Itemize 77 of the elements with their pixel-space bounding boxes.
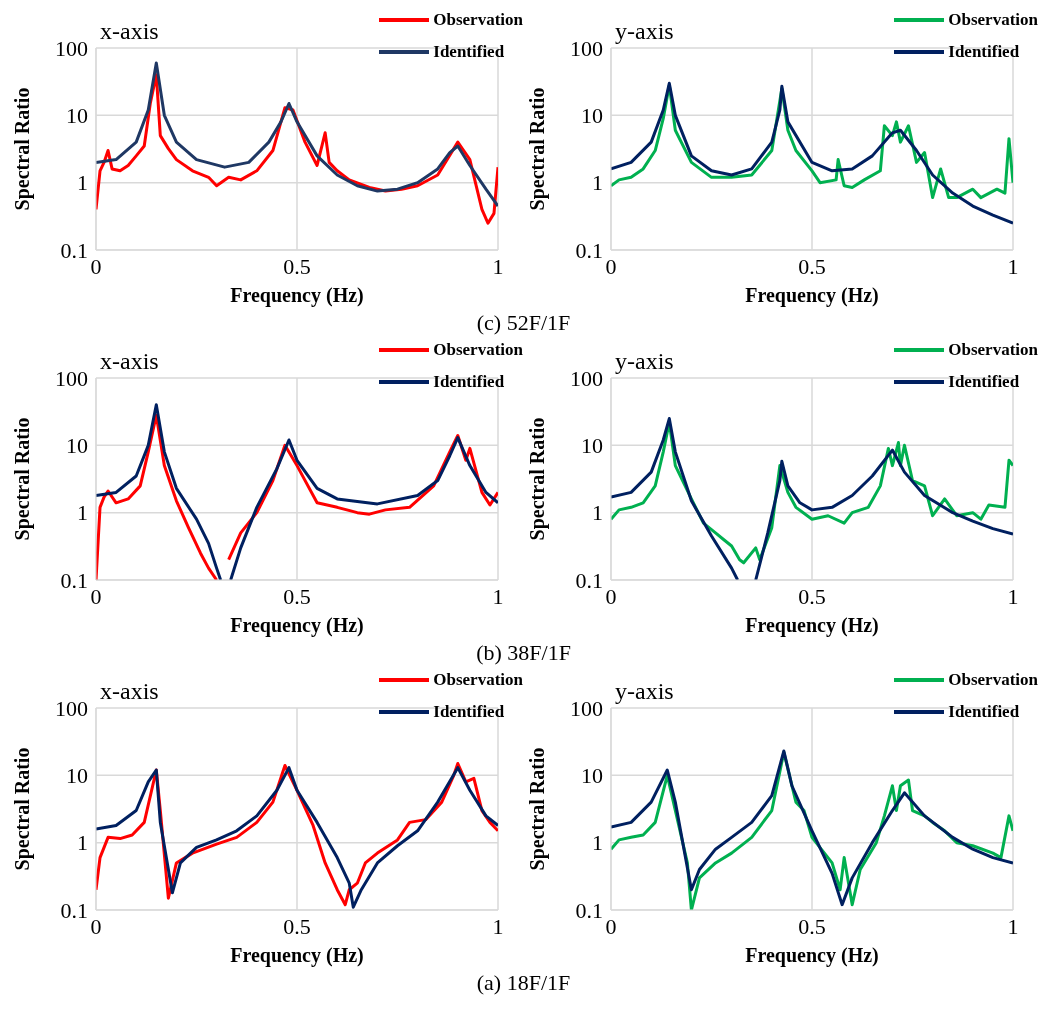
y-tick-label: 100 [55, 35, 88, 61]
line-series [611, 81, 1013, 225]
x-tick-label: 1 [1007, 913, 1019, 939]
y-tick-label: 100 [570, 365, 603, 391]
legend-label: Identified [433, 41, 505, 63]
x-axis-title: Frequency (Hz) [230, 614, 364, 637]
x-tick-label: 0.5 [798, 253, 826, 279]
x-tick-label: 0.5 [283, 583, 311, 609]
y-tick-label: 10 [581, 763, 603, 789]
y-axis-title: Spectral Ratio [11, 417, 35, 541]
legend-label: Observation [433, 9, 523, 31]
x-tick-label: 0 [605, 913, 617, 939]
y-tick-label: 10 [66, 103, 88, 129]
legend-label: Identified [948, 701, 1020, 723]
x-tick-label: 0 [90, 253, 102, 279]
y-tick-label: 1 [592, 830, 603, 856]
x-tick-label: 0 [605, 253, 617, 279]
text: (a) 18F/1F [476, 970, 571, 995]
y-tick-label: 0.1 [60, 567, 88, 593]
y-tick-label: 100 [55, 695, 88, 721]
legend-label: Observation [948, 9, 1038, 31]
y-axis-title: Spectral Ratio [11, 747, 35, 871]
y-tick-label: 0.1 [575, 237, 603, 263]
y-axis-title: Spectral Ratio [526, 87, 550, 211]
line-series [96, 61, 498, 208]
legend-label: Identified [948, 41, 1020, 63]
y-axis-title: Spectral Ratio [526, 747, 550, 871]
x-tick-label: 0 [605, 583, 617, 609]
y-tick-label: 10 [66, 763, 88, 789]
x-axis-title: Frequency (Hz) [745, 944, 879, 967]
y-tick-label: 10 [581, 433, 603, 459]
y-tick-label: 1 [592, 170, 603, 196]
x-tick-label: 1 [492, 253, 504, 279]
y-tick-label: 1 [77, 830, 88, 856]
x-tick-label: 1 [492, 583, 504, 609]
chart-title: y-axis [615, 678, 674, 704]
legend-label: Identified [433, 701, 505, 723]
x-tick-label: 0.5 [283, 913, 311, 939]
y-tick-label: 100 [570, 35, 603, 61]
chart-title: y-axis [615, 18, 674, 44]
x-axis-title: Frequency (Hz) [745, 284, 879, 307]
legend-label: Observation [433, 339, 523, 361]
x-tick-label: 0.5 [798, 583, 826, 609]
y-tick-label: 100 [570, 695, 603, 721]
x-tick-label: 0 [90, 913, 102, 939]
x-tick-label: 1 [492, 913, 504, 939]
y-tick-label: 1 [592, 500, 603, 526]
text: (c) 52F/1F [476, 310, 571, 335]
legend-label: Identified [948, 371, 1020, 393]
chart-title: x-axis [100, 348, 159, 374]
y-tick-label: 10 [581, 103, 603, 129]
text: (b) 38F/1F [476, 640, 571, 665]
x-tick-label: 0.5 [798, 913, 826, 939]
y-axis-title: Spectral Ratio [526, 417, 550, 541]
x-tick-label: 1 [1007, 583, 1019, 609]
x-axis-title: Frequency (Hz) [230, 284, 364, 307]
y-tick-label: 0.1 [60, 897, 88, 923]
y-tick-label: 0.1 [575, 897, 603, 923]
y-tick-label: 0.1 [60, 237, 88, 263]
x-axis-title: Frequency (Hz) [230, 944, 364, 967]
y-tick-label: 10 [66, 433, 88, 459]
y-tick-label: 100 [55, 365, 88, 391]
chart-title: y-axis [615, 348, 674, 374]
y-tick-label: 1 [77, 170, 88, 196]
chart-title: x-axis [100, 18, 159, 44]
y-tick-label: 1 [77, 500, 88, 526]
chart-title: x-axis [100, 678, 159, 704]
x-tick-label: 0 [90, 583, 102, 609]
legend-label: Observation [948, 669, 1038, 691]
x-axis-title: Frequency (Hz) [745, 614, 879, 637]
y-axis-title: Spectral Ratio [11, 87, 35, 211]
x-tick-label: 1 [1007, 253, 1019, 279]
legend-label: Identified [433, 371, 505, 393]
x-tick-label: 0.5 [283, 253, 311, 279]
y-tick-label: 0.1 [575, 567, 603, 593]
legend-label: Observation [948, 339, 1038, 361]
legend-label: Observation [433, 669, 523, 691]
